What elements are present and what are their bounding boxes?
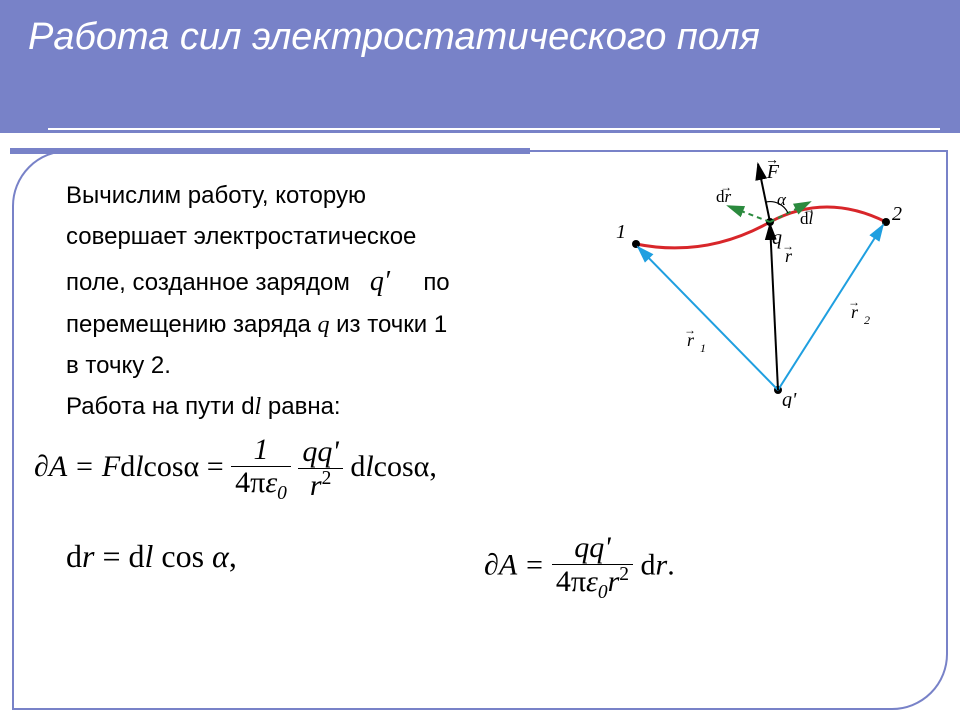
intro-line-3: поле, созданное зарядом q′ по	[66, 258, 566, 306]
formula-dA-final: ∂A = qq' 4πε0r2 dr.	[484, 532, 675, 603]
content-frame: Вычислим работу, которую совершает элект…	[12, 150, 948, 710]
field-diagram: 1 2 q q' F→ dr→ dl→ α r→ r→1 r→2	[576, 158, 906, 408]
label-dl: dl→	[800, 202, 815, 228]
label-2: 2	[892, 203, 902, 225]
label-q: q	[772, 227, 782, 249]
point-2	[882, 218, 890, 226]
intro-text: Вычислим работу, которую совершает элект…	[66, 176, 566, 428]
vector-r1	[638, 247, 778, 390]
label-r2: r→2	[848, 295, 870, 327]
intro-line-1: Вычислим работу, которую	[66, 176, 566, 217]
formula-dA-expanded: ∂A = Fdlcosα = 1 4πε0 qq' r2 dlcosα,	[34, 434, 437, 504]
path-curve	[636, 207, 886, 248]
intro-line-2: совершает электростатическое	[66, 217, 566, 258]
label-1: 1	[616, 221, 626, 243]
formula-dr-dlcos: dr = dl cos α,	[66, 538, 237, 575]
q-prime-var: q′	[370, 266, 390, 297]
slide-title: Работа сил электростатического поля	[0, 0, 960, 136]
label-r1: r→1	[684, 323, 706, 355]
label-q-prime: q'	[782, 389, 797, 408]
title-underline	[48, 128, 940, 130]
title-text: Работа сил электростатического поля	[28, 16, 760, 58]
vector-dr	[728, 206, 770, 222]
intro-line-6: Работа на пути dl равна:	[66, 387, 566, 428]
label-F: F→	[765, 158, 780, 183]
intro-line-5: в точку 2.	[66, 346, 566, 387]
label-r: r→	[782, 239, 794, 266]
intro-line-4: перемещению заряда q из точки 1	[66, 305, 566, 346]
label-dr: dr→	[716, 180, 732, 206]
label-alpha: α	[777, 190, 787, 209]
